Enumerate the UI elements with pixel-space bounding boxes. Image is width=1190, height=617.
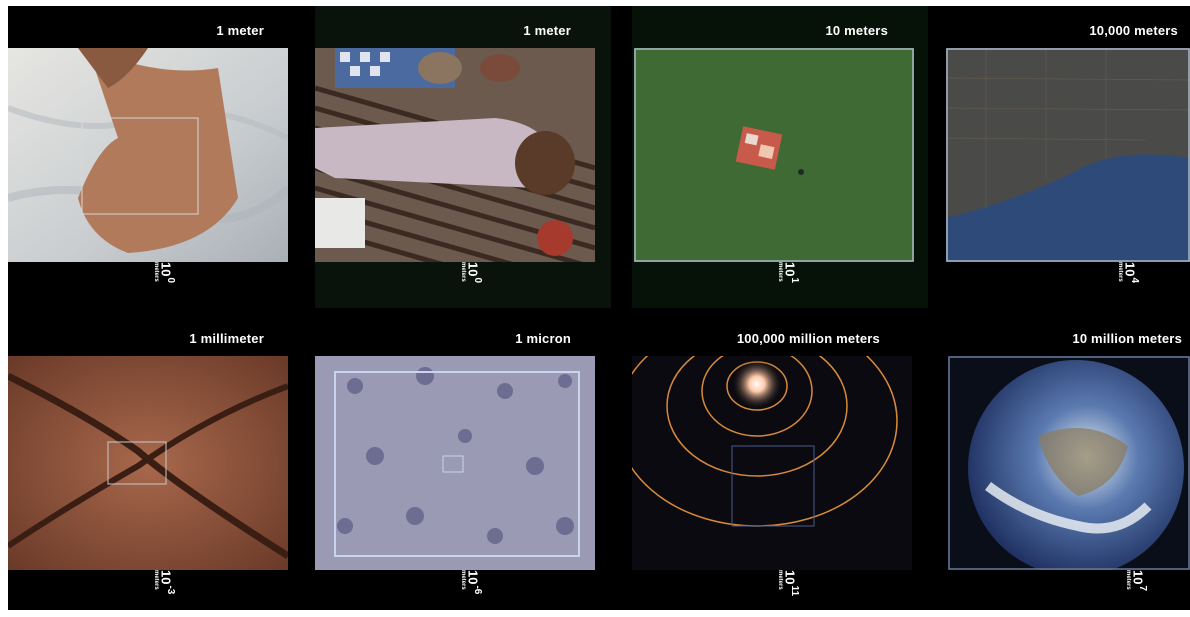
skin-cells-image bbox=[8, 356, 288, 570]
city-shoreline-image bbox=[946, 48, 1190, 262]
power-label: 101 meters bbox=[776, 262, 800, 284]
power-label: 100 meters bbox=[152, 262, 176, 284]
panel-hand: 1 meter 100 meters bbox=[8, 6, 304, 308]
panel-city: 10,000 meters 104 meters bbox=[944, 6, 1190, 308]
earth-globe-image bbox=[948, 356, 1190, 570]
panel-title: 10 meters bbox=[825, 23, 888, 38]
power-label: 107 meters bbox=[1124, 570, 1148, 592]
panel-picnic-man: 1 meter 100 meters bbox=[315, 6, 611, 308]
panel-title: 10,000 meters bbox=[1089, 23, 1178, 38]
power-label: 100 meters bbox=[459, 262, 483, 284]
power-label: 10-6 meters bbox=[459, 570, 483, 595]
panel-title: 1 meter bbox=[216, 23, 264, 38]
power-label: 1011 meters bbox=[776, 570, 800, 597]
panel-title: 1 micron bbox=[515, 331, 571, 346]
panel-earth: 10 million meters 107 meters bbox=[944, 314, 1190, 610]
panel-title: 1 millimeter bbox=[189, 331, 264, 346]
power-label: 104 meters bbox=[1116, 262, 1140, 284]
solar-orbits-image bbox=[632, 356, 912, 570]
picnic-on-lawn-image bbox=[634, 48, 914, 262]
panel-title: 1 meter bbox=[523, 23, 571, 38]
panel-millimeter: 1 millimeter 10-3 meters bbox=[8, 314, 304, 610]
panel-solar: 100,000 million meters bbox=[632, 314, 928, 610]
panel-micron: 1 micron 10-6 meters bbox=[315, 314, 611, 610]
powers-of-ten-grid: 1 meter 100 meters 1 meter bbox=[8, 6, 1190, 610]
picnic-man-image bbox=[315, 48, 595, 262]
panel-title: 100,000 million meters bbox=[736, 331, 880, 346]
power-label: 10-3 meters bbox=[152, 570, 176, 595]
panel-title: 10 million meters bbox=[1072, 331, 1182, 346]
cell-structure-image bbox=[315, 356, 595, 570]
hand-on-fabric-image bbox=[8, 48, 288, 262]
panel-lawn: 10 meters 101 meters bbox=[632, 6, 928, 308]
